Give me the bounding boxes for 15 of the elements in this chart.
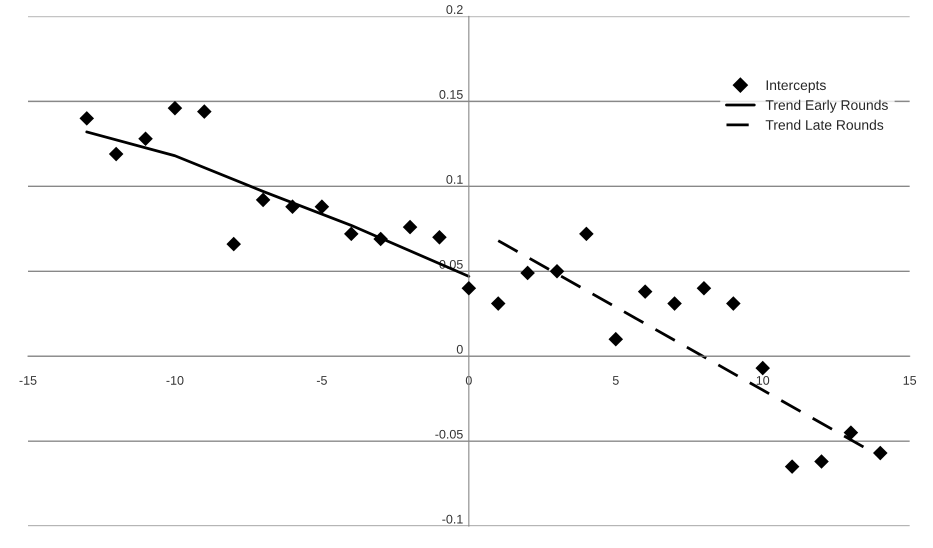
x-tick-label: -10 bbox=[166, 376, 184, 385]
legend-label: Intercepts bbox=[766, 80, 826, 93]
x-tick-label: 10 bbox=[756, 376, 770, 385]
y-tick-label: -0.1 bbox=[442, 514, 463, 524]
legend-label: Trend Early Rounds bbox=[766, 100, 888, 113]
x-tick-label: -15 bbox=[20, 376, 36, 385]
y-tick-label: 0 bbox=[456, 344, 463, 354]
x-tick-label: 15 bbox=[904, 376, 916, 385]
y-tick-label: 0.1 bbox=[446, 175, 463, 184]
x-tick-label: 5 bbox=[612, 376, 619, 385]
y-tick-label: -0.05 bbox=[435, 430, 463, 439]
y-tick-label: 0.2 bbox=[446, 5, 463, 14]
y-tick-label: 0.15 bbox=[439, 90, 463, 99]
x-tick-label: -5 bbox=[316, 376, 327, 385]
legend-label: Trend Late Rounds bbox=[766, 120, 884, 130]
